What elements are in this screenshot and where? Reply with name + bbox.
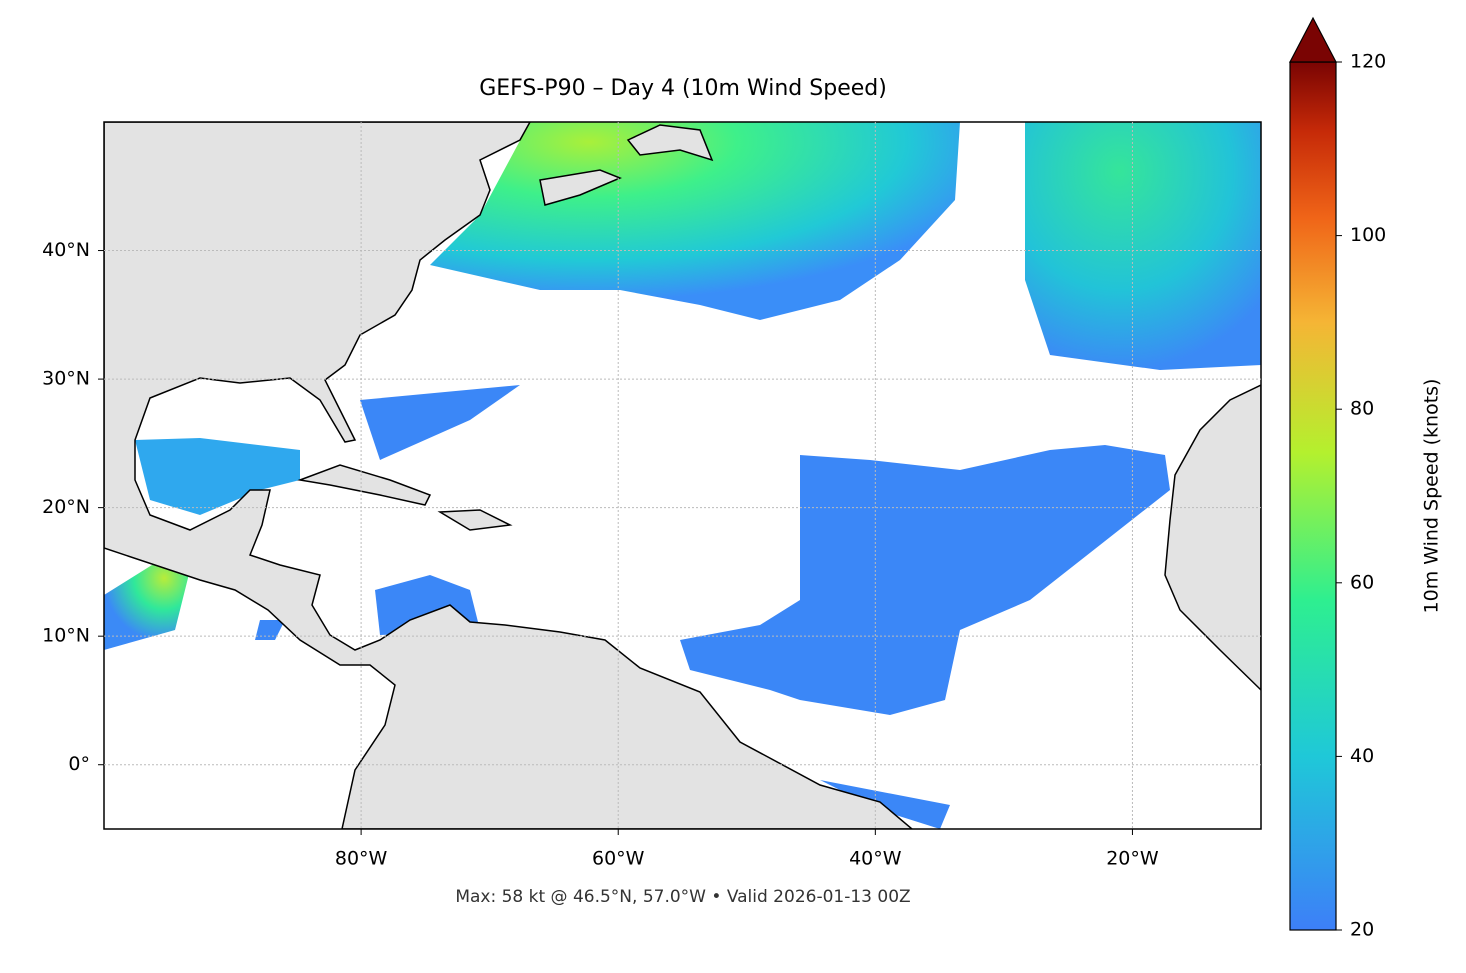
colorbar-tick-label: 40 (1350, 745, 1374, 767)
x-tick-label: 80°W (335, 848, 388, 870)
land (297, 464, 432, 506)
map-note: Max: 58 kt @ 46.5°N, 57.0°W • Valid 2026… (455, 887, 910, 907)
land (539, 169, 622, 206)
y-tick-label: 0° (68, 753, 90, 775)
wind-field (680, 445, 1170, 715)
wind-field (104, 560, 190, 650)
land (437, 509, 513, 531)
map-title: GEFS-P90 – Day 4 (10m Wind Speed) (479, 76, 887, 101)
y-tick-label: 10°N (42, 625, 90, 647)
land (104, 122, 914, 829)
y-tick-label: 30°N (42, 368, 90, 390)
colorbar-tick-label: 20 (1350, 919, 1374, 941)
colorbar (1289, 61, 1337, 931)
x-tick-label: 20°W (1106, 848, 1159, 870)
x-tick-label: 40°W (849, 848, 902, 870)
x-tick-label: 60°W (592, 848, 645, 870)
y-tick-label: 40°N (42, 239, 90, 261)
y-tick-label: 20°N (42, 496, 90, 518)
wind-field (255, 620, 285, 640)
wind-field (135, 438, 300, 515)
colorbar-tick-label: 100 (1350, 224, 1386, 246)
land (1164, 384, 1261, 692)
wind-field (820, 780, 950, 829)
colorbar-tick-label: 80 (1350, 398, 1374, 420)
colorbar-tick-label: 60 (1350, 571, 1374, 593)
wind-field (1025, 122, 1261, 370)
map-frame (103, 121, 1262, 830)
colorbar-extension (1289, 16, 1337, 63)
wind-field (360, 385, 520, 460)
wind-field (430, 122, 960, 320)
land (626, 124, 714, 162)
colorbar-label: 10m Wind Speed (knots) (1421, 379, 1443, 614)
colorbar-tick-label: 120 (1350, 51, 1386, 73)
map-area (104, 122, 1261, 829)
